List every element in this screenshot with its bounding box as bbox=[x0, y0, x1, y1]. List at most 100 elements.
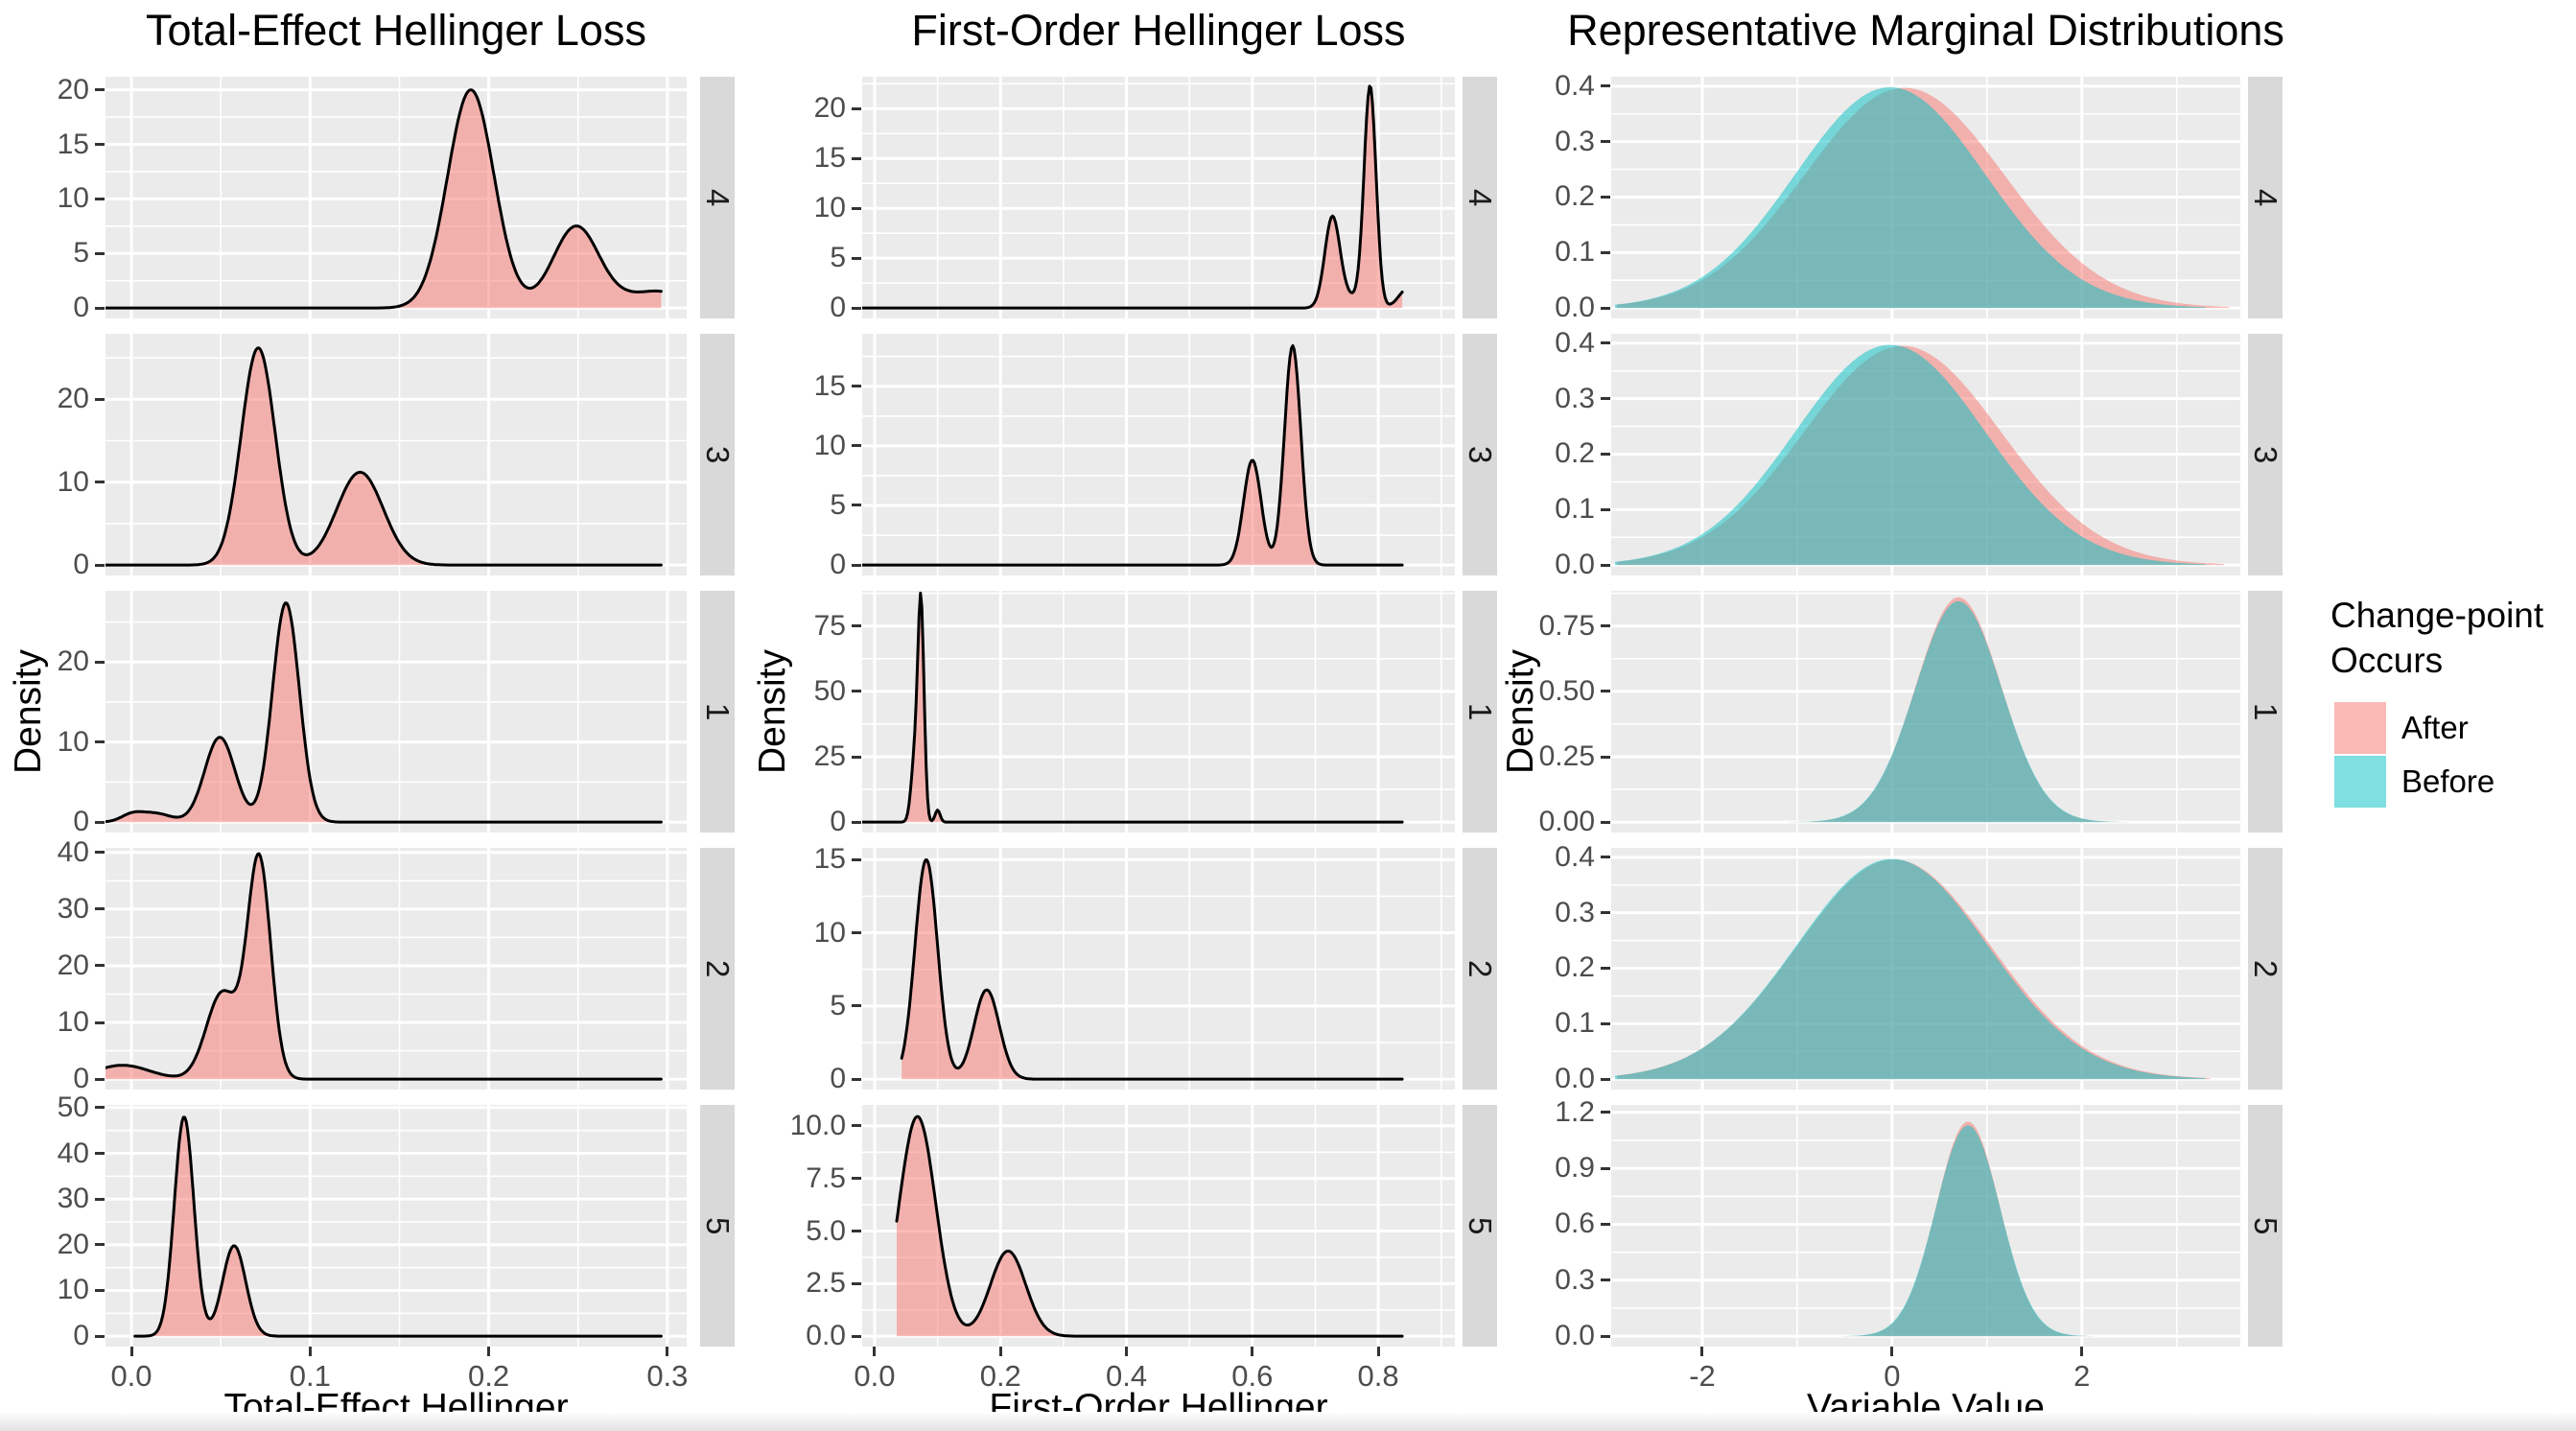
y-tick-label: 20 bbox=[57, 1228, 89, 1260]
y-tick-label: 0.1 bbox=[1555, 236, 1595, 269]
facet-strip-2: 2 bbox=[2248, 848, 2283, 1090]
x-tick-label: 0.8 bbox=[1357, 1359, 1399, 1393]
facet-panel-0-2 bbox=[105, 848, 687, 1090]
x-tick-mark bbox=[308, 1347, 312, 1356]
y-tick-label: 75 bbox=[813, 609, 846, 642]
y-tick-mark bbox=[852, 106, 861, 110]
facet-panel-0-4 bbox=[105, 77, 687, 318]
density-fill-after bbox=[105, 89, 662, 309]
column-title-marginals: Representative Marginal Distributions bbox=[1567, 6, 2284, 55]
y-tick-label: 1.2 bbox=[1555, 1095, 1595, 1128]
y-tick-mark bbox=[852, 1124, 861, 1128]
y-tick-label: 10 bbox=[813, 916, 846, 949]
y-tick-mark bbox=[95, 143, 105, 147]
density-plot-2-4 bbox=[1611, 77, 2240, 318]
facet-panel-0-5 bbox=[105, 1105, 687, 1347]
density-outline bbox=[862, 343, 1404, 567]
x-tick-mark bbox=[666, 1347, 669, 1356]
y-tick-label: 40 bbox=[57, 1137, 89, 1169]
y-tick-mark bbox=[1601, 1166, 1610, 1170]
y-tick-mark bbox=[1601, 397, 1610, 401]
facet-strip-label: 3 bbox=[2248, 445, 2283, 464]
density-outline bbox=[862, 84, 1404, 310]
density-outline bbox=[105, 346, 663, 567]
y-tick-label: 0.25 bbox=[1538, 740, 1595, 773]
facet-strip-4: 4 bbox=[1463, 77, 1498, 318]
y-tick-mark bbox=[852, 1281, 861, 1285]
density-outline bbox=[105, 852, 663, 1081]
facet-strip-4: 4 bbox=[2248, 77, 2283, 318]
facet-panel-2-1 bbox=[1611, 591, 2240, 833]
y-tick-mark bbox=[1601, 306, 1610, 310]
y-tick-mark bbox=[1601, 624, 1610, 628]
legend-title: Change-point Occurs bbox=[2330, 596, 2544, 680]
y-tick-mark bbox=[95, 197, 105, 200]
y-tick-mark bbox=[1601, 1021, 1610, 1025]
y-tick-label: 0.0 bbox=[1555, 1063, 1595, 1095]
density-fill-after bbox=[105, 347, 662, 566]
density-fill-after bbox=[897, 1116, 1403, 1337]
y-tick-mark bbox=[852, 563, 861, 567]
y-tick-label: 0.2 bbox=[1555, 951, 1595, 984]
y-tick-mark bbox=[95, 481, 105, 484]
x-tick-label: 0.2 bbox=[468, 1359, 510, 1393]
y-tick-label: 0.9 bbox=[1555, 1152, 1595, 1185]
y-tick-label: 10 bbox=[57, 725, 89, 758]
y-tick-mark bbox=[1601, 507, 1610, 511]
y-tick-label: 0.50 bbox=[1538, 674, 1595, 707]
y-tick-label: 0.3 bbox=[1555, 1263, 1595, 1296]
y-tick-mark bbox=[95, 851, 105, 855]
y-tick-label: 5 bbox=[830, 488, 846, 521]
y-tick-mark bbox=[1601, 856, 1610, 859]
density-plot-0-4 bbox=[105, 77, 687, 318]
facet-strip-label: 3 bbox=[700, 445, 736, 464]
x-tick-label: 0.1 bbox=[289, 1359, 331, 1393]
y-tick-mark bbox=[95, 306, 105, 310]
y-tick-label: 2.5 bbox=[806, 1267, 846, 1300]
y-tick-label: 20 bbox=[57, 383, 89, 415]
y-tick-label: 0.0 bbox=[806, 1320, 846, 1352]
y-tick-mark bbox=[1601, 563, 1610, 567]
y-tick-mark bbox=[852, 256, 861, 260]
facet-panel-1-3 bbox=[862, 334, 1455, 575]
y-tick-label: 0.6 bbox=[1555, 1208, 1595, 1240]
y-tick-mark bbox=[95, 1077, 105, 1081]
y-tick-label: 0.2 bbox=[1555, 180, 1595, 213]
y-tick-label: 0.0 bbox=[1555, 292, 1595, 324]
y-tick-mark bbox=[1601, 250, 1610, 254]
y-tick-mark bbox=[1601, 1222, 1610, 1226]
facet-strip-label: 5 bbox=[700, 1216, 736, 1235]
x-tick-label: 2 bbox=[2073, 1359, 2091, 1393]
facet-strip-label: 5 bbox=[2248, 1216, 2283, 1235]
y-tick-label: 50 bbox=[813, 674, 846, 707]
facet-strip-label: 1 bbox=[700, 702, 736, 721]
y-tick-label: 0.1 bbox=[1555, 493, 1595, 526]
x-tick-mark bbox=[1376, 1347, 1380, 1356]
y-tick-mark bbox=[852, 1230, 861, 1233]
density-plot-2-3 bbox=[1611, 334, 2240, 575]
y-tick-mark bbox=[95, 1020, 105, 1024]
x-tick-mark bbox=[1251, 1347, 1254, 1356]
y-tick-mark bbox=[1601, 966, 1610, 970]
x-tick-mark bbox=[2080, 1347, 2084, 1356]
x-tick-label: -2 bbox=[1689, 1359, 1716, 1393]
density-fill-after bbox=[862, 345, 1403, 566]
y-tick-mark bbox=[852, 1334, 861, 1338]
y-tick-label: 0.4 bbox=[1555, 326, 1595, 359]
x-tick-label: 0.0 bbox=[854, 1359, 896, 1393]
y-tick-label: 0.0 bbox=[1555, 1320, 1595, 1352]
y-tick-mark bbox=[852, 624, 861, 628]
x-tick-label: 0.3 bbox=[646, 1359, 689, 1393]
facet-strip-label: 3 bbox=[1463, 445, 1498, 464]
y-tick-mark bbox=[852, 1177, 861, 1181]
facet-strip-1: 1 bbox=[2248, 591, 2283, 833]
facet-strip-3: 3 bbox=[2248, 334, 2283, 575]
facet-panel-1-5 bbox=[862, 1105, 1455, 1347]
y-tick-mark bbox=[95, 1197, 105, 1201]
y-tick-mark bbox=[852, 385, 861, 388]
density-fill-before bbox=[1615, 344, 2206, 566]
y-tick-mark bbox=[852, 931, 861, 935]
y-tick-mark bbox=[1601, 820, 1610, 824]
facet-strip-label: 4 bbox=[2248, 188, 2283, 207]
